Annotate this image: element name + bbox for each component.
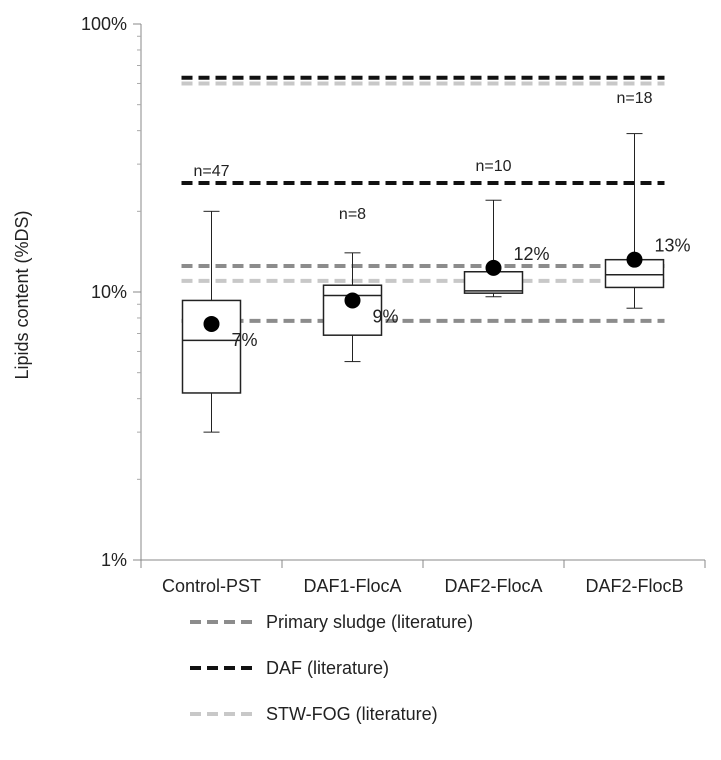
legend-label: DAF (literature) <box>266 658 389 678</box>
boxes: 7% n=47 9% n=8 12% n=10 13% n=18 <box>181 90 691 433</box>
x-categories: Control-PST DAF1-FlocA DAF2-FlocA DAF2-Floc… <box>140 560 706 596</box>
mean-label: 12% <box>514 244 550 264</box>
legend-label: Primary sludge (literature) <box>266 612 473 632</box>
y-ticks: 1% 10% 100% <box>81 14 141 570</box>
mean-marker <box>485 259 502 276</box>
box-group: 7% n=47 <box>181 163 258 433</box>
mean-label: 7% <box>232 330 258 350</box>
n-label: n=47 <box>193 163 229 180</box>
y-axis-title: Lipids content (%DS) <box>12 210 32 379</box>
y-tick-label: 10% <box>91 282 127 302</box>
box-group: 13% n=18 <box>604 90 691 309</box>
box-group: 12% n=10 <box>463 158 550 298</box>
mean-label: 9% <box>373 306 399 326</box>
n-label: n=10 <box>475 158 511 175</box>
y-tick-label: 1% <box>101 550 127 570</box>
mean-label: 13% <box>655 236 691 256</box>
n-label: n=18 <box>616 90 652 107</box>
legend: Primary sludge (literature) DAF (literatu… <box>190 612 473 724</box>
x-category-label: DAF2-FlocA <box>444 576 542 596</box>
x-category-label: Control-PST <box>162 576 261 596</box>
x-category-label: DAF1-FlocA <box>303 576 401 596</box>
box-group: 9% n=8 <box>322 206 399 363</box>
mean-marker <box>203 315 220 332</box>
box-iqr <box>181 299 242 394</box>
mean-marker <box>344 292 361 309</box>
mean-marker <box>626 251 643 268</box>
y-tick-label: 100% <box>81 14 127 34</box>
box-iqr <box>322 284 383 336</box>
legend-label: STW-FOG (literature) <box>266 704 438 724</box>
n-label: n=8 <box>339 206 366 223</box>
x-category-label: DAF2-FlocB <box>585 576 683 596</box>
reference-lines <box>181 75 665 323</box>
